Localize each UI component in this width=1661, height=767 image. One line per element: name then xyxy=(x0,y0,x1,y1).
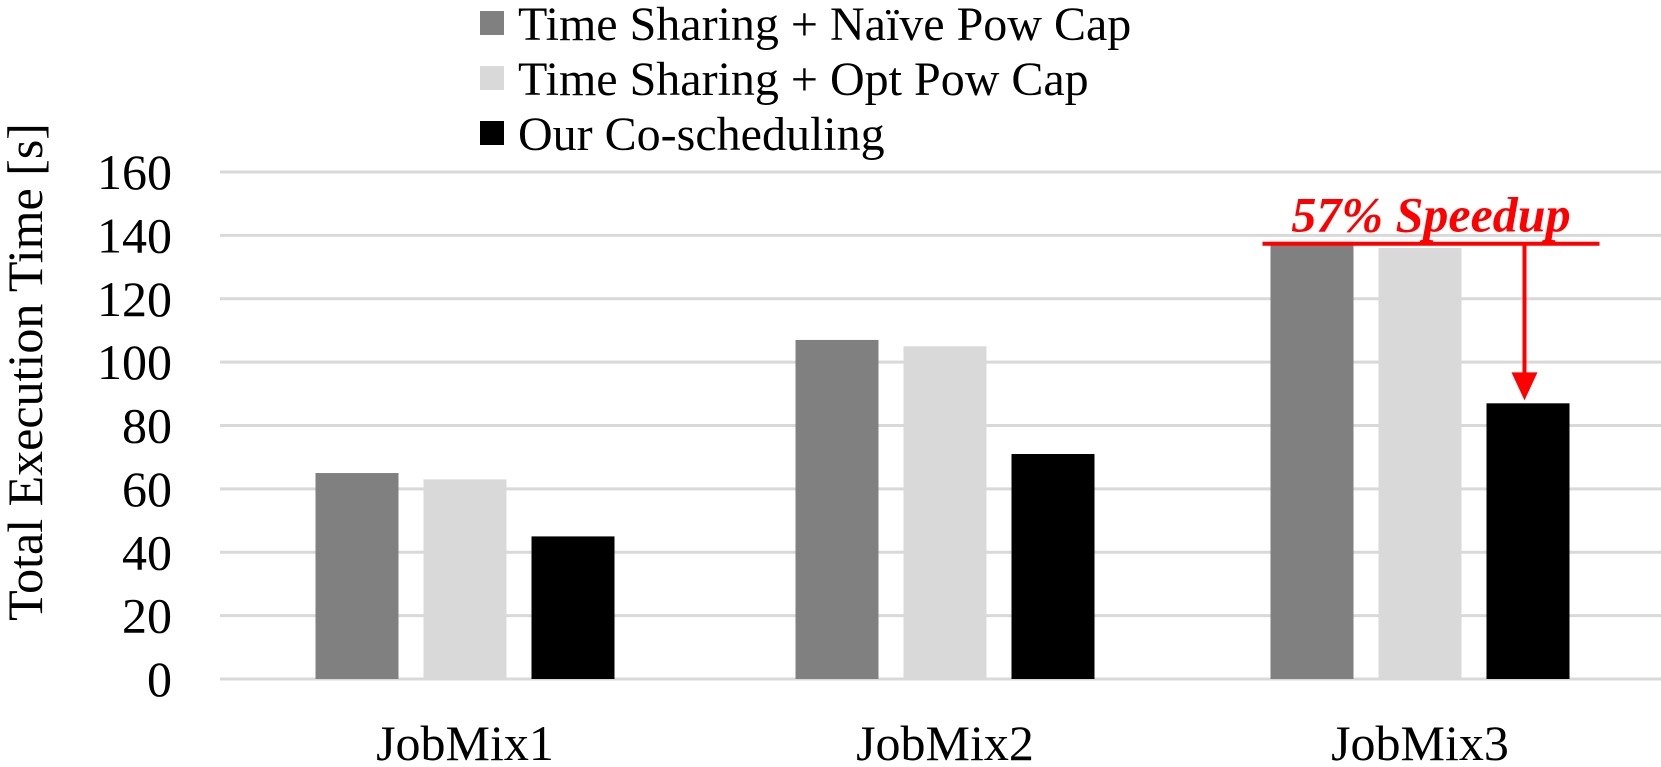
bar xyxy=(423,479,507,679)
bar xyxy=(1270,241,1354,679)
y-axis-ticks: 0 20 40 60 80 100 120 140 160 xyxy=(97,144,172,707)
y-tick-label: 20 xyxy=(122,588,172,644)
bar xyxy=(531,536,615,679)
x-tick-label: JobMix2 xyxy=(856,715,1034,767)
x-axis-ticks: JobMix1 JobMix2 JobMix3 xyxy=(376,715,1509,767)
y-tick-label: 60 xyxy=(122,461,172,517)
y-tick-label: 80 xyxy=(122,398,172,454)
y-tick-label: 140 xyxy=(97,207,172,263)
x-tick-label: JobMix3 xyxy=(1331,715,1509,767)
bar xyxy=(315,473,399,679)
bar xyxy=(1011,454,1095,679)
legend-swatch xyxy=(480,121,504,145)
x-tick-label: JobMix1 xyxy=(376,715,554,767)
bar xyxy=(903,346,987,679)
bars xyxy=(315,241,1570,680)
bar xyxy=(1378,248,1462,680)
bar xyxy=(1486,403,1570,679)
legend-label: Our Co-scheduling xyxy=(518,108,885,161)
legend-swatch xyxy=(480,11,504,35)
annotation-arrowhead xyxy=(1511,372,1538,401)
legend-label: Time Sharing + Opt Pow Cap xyxy=(518,53,1089,106)
y-tick-label: 160 xyxy=(97,144,172,200)
legend-label: Time Sharing + Naïve Pow Cap xyxy=(518,0,1131,51)
y-axis-label: Total Execution Time [s] xyxy=(0,123,53,621)
bar xyxy=(795,339,879,679)
y-tick-label: 100 xyxy=(97,334,172,390)
y-tick-label: 40 xyxy=(122,524,172,580)
y-tick-label: 120 xyxy=(97,271,172,327)
annotation-text: 57% Speedup xyxy=(1291,187,1570,243)
speedup-annotation: 57% Speedup xyxy=(1262,187,1600,401)
y-tick-label: 0 xyxy=(147,651,172,707)
legend-swatch xyxy=(480,66,504,90)
